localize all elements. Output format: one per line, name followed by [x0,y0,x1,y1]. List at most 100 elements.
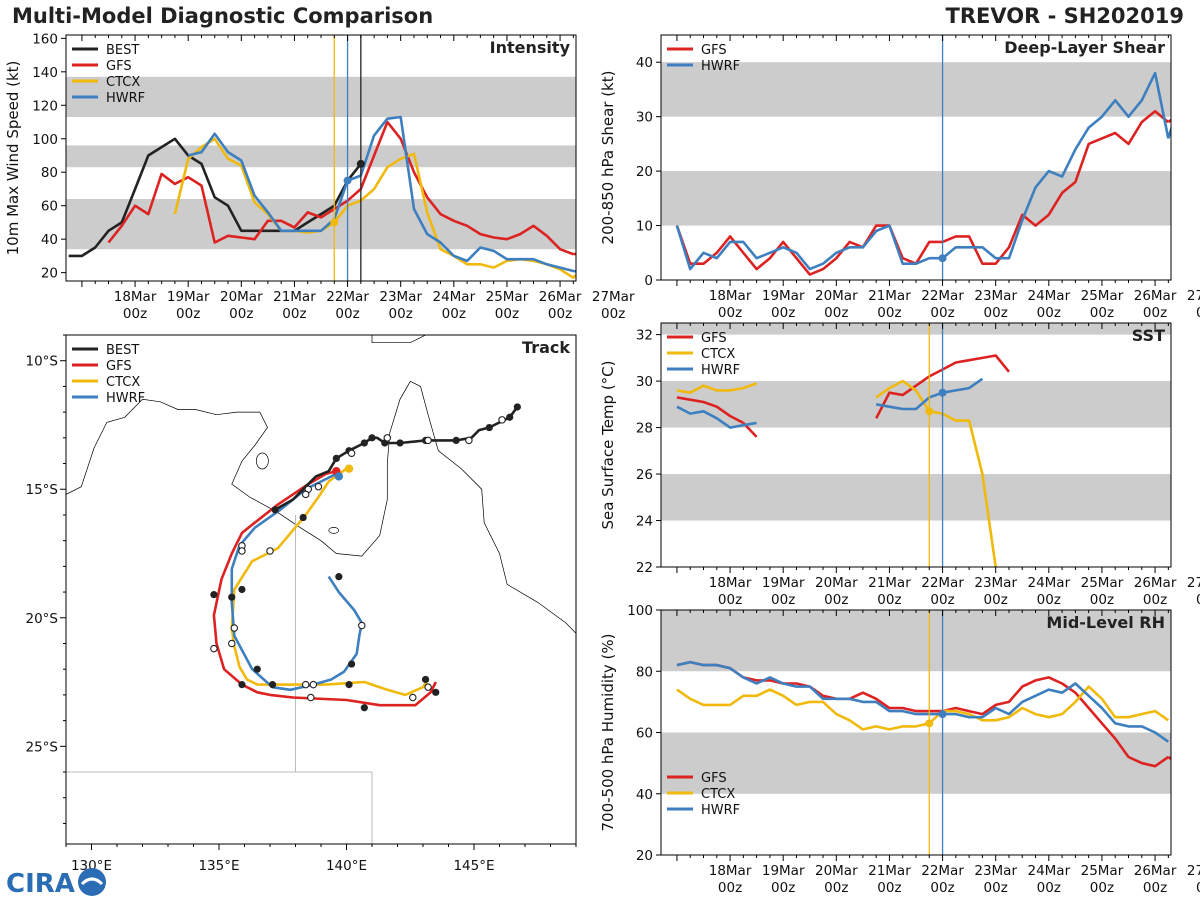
xtick-label-date: 24Mar [432,289,475,305]
ytick-label: 80 [41,165,58,181]
series-line-hwrf [676,660,1170,743]
track-point-hollow [314,482,323,491]
xtick-label-date: 18Mar [114,289,157,305]
track-point-filled [485,423,493,432]
xtick-label-hour: 00z [771,305,795,321]
init-marker-ctcx [925,719,934,728]
ytick-label: 60 [41,199,58,215]
series-line-ctcx [676,384,744,395]
legend-label-hwrf: HWRF [106,391,145,406]
track-point-hollow [347,449,356,458]
xtick-label-date: 19Mar [762,575,805,591]
track-point-hollow [228,639,236,648]
legend-label-ctcx: CTCX [701,347,735,362]
track-point-hollow [424,436,432,445]
xtick-label-hour: 00z [1143,592,1167,608]
track-point-filled [348,660,356,668]
cira-logo: CIRA [6,868,106,898]
xtick-label-date: 21Mar [273,289,316,305]
mornington-island [328,527,340,534]
track-point-filled [368,434,376,442]
xtick-label-date: 25Mar [1081,288,1124,304]
track-point-filled [345,681,353,689]
storm-name: TREVOR - SH202019 [945,4,1184,28]
ytick-label: 32 [636,328,653,344]
band-1 [66,145,576,168]
xtick-label-date: 26Mar [1134,288,1177,304]
ytick-label: 40 [636,787,653,803]
y-axis-label: 10m Max Wind Speed (kt) [4,61,22,256]
xtick-label-hour: 00z [984,880,1008,896]
band-0 [66,199,576,250]
xtick-label-hour: 00z [229,306,253,322]
xtick-label-hour: 00z [824,592,848,608]
lat-label: 10°S [26,354,59,370]
lon-label: 135°E [198,858,239,874]
track-point-filled [299,513,307,522]
xtick-label-date: 19Mar [762,288,805,304]
xtick-label-hour: 00z [930,880,954,896]
xtick-label-hour: 00z [1037,305,1061,321]
xtick-label-date: 22Mar [921,575,964,591]
xtick-label-hour: 00z [389,306,413,322]
xtick-label-hour: 00z [176,306,200,322]
legend-label-gfs: GFS [701,771,727,786]
legend-label-gfs: GFS [106,59,132,74]
panel-title: SST [1132,326,1165,345]
xtick-label-date: 18Mar [709,575,752,591]
ytick-label: 20 [636,164,653,180]
track-point-hollow [358,621,366,630]
series-line-gfs [676,396,744,425]
xtick-label-hour: 00z [282,306,306,322]
track-point-filled [238,681,246,689]
track-point-filled [396,439,404,447]
xtick-label-date: 23Mar [379,289,422,305]
xtick-label-hour: 00z [1196,880,1200,896]
xtick-label-date: 23Mar [974,863,1017,879]
xtick-label-date: 26Mar [1134,575,1177,591]
track-point-hollow [307,693,315,702]
y-axis-label: 200-850 hPa Shear (kt) [599,71,617,245]
logo-text: CIRA [6,869,75,898]
series-line-hwrf_b [743,421,757,427]
track-point-filled [360,439,368,447]
xtick-label-date: 24Mar [1027,288,1070,304]
track-point-hollow [266,547,274,555]
track-panel: 130°E 135°E 140°E 145°E 10°S 15°S 20°S 25°S Trac… [26,334,577,874]
legend-label-hwrf: HWRF [701,59,740,74]
init-marker-hwrf [343,176,352,185]
legend-label-best: BEST [106,343,139,358]
track-point-filled [268,681,277,689]
figure-title: Multi-Model Diagnostic Comparison [12,4,434,28]
xtick-label-hour: 00z [877,880,901,896]
xtick-label-hour: 00z [442,306,466,322]
track-point-hollow [238,547,246,555]
xtick-label-hour: 00z [930,305,954,321]
new-guinea-coast [371,335,449,344]
xtick-label-hour: 00z [1090,880,1114,896]
xtick-label-hour: 00z [718,880,742,896]
plot-frame [660,322,1172,568]
ytick-label: 30 [636,110,653,126]
xtick-label-date: 25Mar [486,289,529,305]
ytick-label: 10 [636,219,653,235]
xtick-label-hour: 00z [718,305,742,321]
series-line-gfs [676,660,1170,768]
xtick-label-date: 25Mar [1081,575,1124,591]
track-point-filled [432,688,440,696]
xtick-label-date: 19Mar [167,289,210,305]
panel-title: Intensity [490,38,571,57]
track-point-filled [228,593,236,601]
lon-label: 140°E [326,858,367,874]
ytick-label: 22 [636,560,653,576]
current-position-ctcx [344,464,354,473]
track-point-filled [238,585,246,594]
ytick-label: 160 [32,31,58,47]
lon-label: 145°E [453,858,494,874]
band-0 [661,732,1171,794]
legend-label-best: BEST [106,43,139,58]
ytick-label: 100 [32,132,58,148]
band-1 [661,62,1171,117]
series-line-gfs [675,109,1170,276]
track-point-filled [335,573,343,581]
